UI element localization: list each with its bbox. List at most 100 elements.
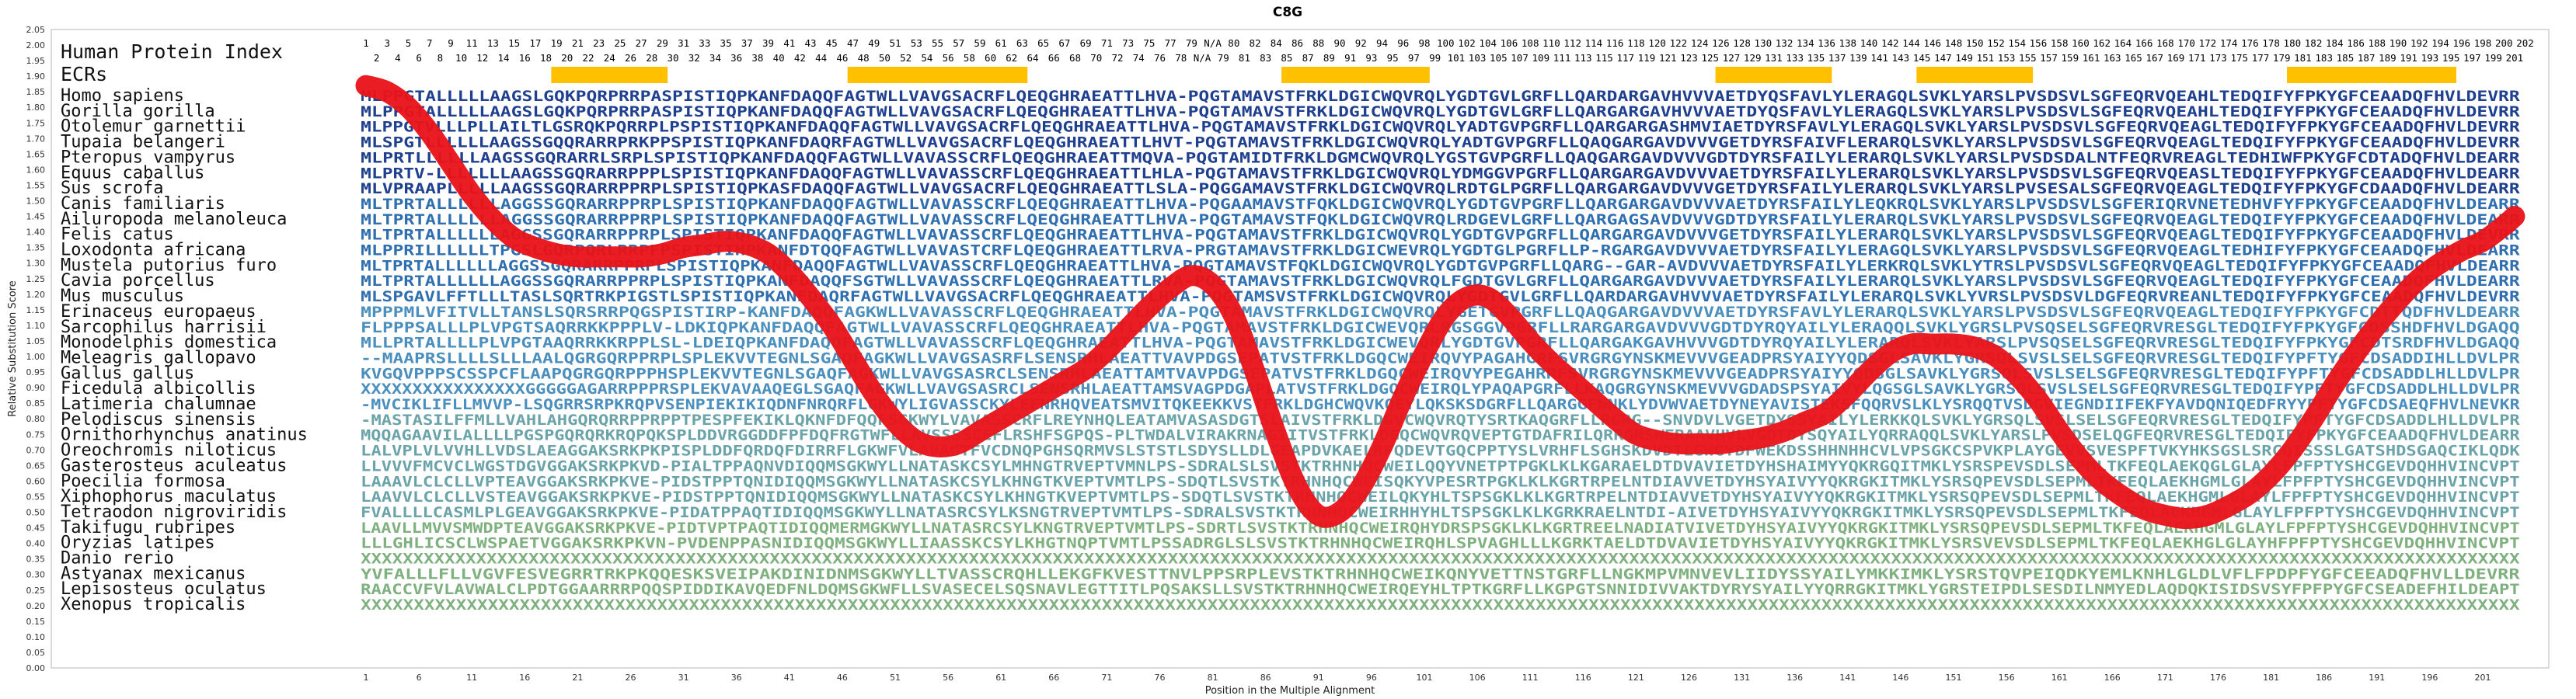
human-index-bottom: 20 [561,52,573,64]
species-name: Felis catus [61,225,174,245]
human-index-bottom: 60 [985,52,996,64]
human-index-bottom: 2 [374,52,380,64]
human-index-top: 65 [1037,37,1049,49]
human-index-bottom: 193 [2421,52,2439,64]
species-name: Oreochromis niloticus [61,441,277,461]
human-index-bottom: 135 [1807,52,1825,64]
ecr-bar [1916,67,2034,83]
human-index-top: 35 [720,37,732,49]
human-index-bottom: 95 [1387,52,1399,64]
human-index-bottom: 34 [709,52,721,64]
sequence-row: MLTPRTALLLLLLAGGSSGQRARRPPRPLSPISTIQPKAN… [361,257,2520,274]
ecr-bar [847,67,1028,83]
x-tick-label: 86 [1260,673,1271,683]
x-tick-label: 176 [2210,673,2226,683]
species-name: Takifugu rubripes [61,518,235,537]
human-index-top: 154 [2008,37,2026,49]
human-index-bottom: 54 [921,52,932,64]
human-index-bottom: 137 [1828,52,1846,64]
human-index-bottom: 199 [2484,52,2502,64]
human-index-bottom: 115 [1595,52,1613,64]
human-index-bottom: 101 [1448,52,1466,64]
human-index-bottom: 179 [2273,52,2291,64]
human-index-rows: 1 3 5 7 9 11 13 15 17 19 21 23 25 27 29 31 33 35 37 39 41 43 4… [363,37,2534,64]
human-index-bottom: 89 [1323,52,1335,64]
y-tick-label: 0.95 [26,367,46,377]
y-tick-label: 1.15 [26,305,46,315]
sequence-row: FVALLLLCASMLPLGEAVGGAKSRKPKVE-PIDATPPAQT… [361,504,2519,521]
species-name: Ornithorhynchus anatinus [61,426,308,445]
y-tick-label: 1.05 [26,336,46,346]
human-index-bottom: 139 [1849,52,1867,64]
human-index-top: 92 [1355,37,1367,49]
species-name: Xenopus tropicalis [61,595,246,614]
human-index-top: 152 [1987,37,2005,49]
species-name: Tetraodon nigroviridis [61,503,287,522]
human-index-bottom: 93 [1365,52,1377,64]
human-index-top: 104 [1479,37,1497,49]
human-index-bottom: 141 [1870,52,1888,64]
sequence-row: -MVCIKLIFLLMVVP-LSQGRRSRPKRQPVSENPIEKIKI… [361,396,2520,413]
y-axis-label: Relative Substitution Score [7,280,19,417]
sequence-row: MLPPGTVLLLPLLAILTLGSRQKPQRRPLPSPISTIQPKA… [361,119,2520,136]
sequence-row: LAAVLLMVVSMWDPTEAVGGAKSRKPKVE-PIDTVPTPAQ… [361,520,2519,537]
species-name: Oryzias latipes [61,534,215,553]
human-index-top: 158 [2051,37,2069,49]
sequence-row: XXXXXXXXXXXXXXXXXXXXXXXXXXXXXXXXXXXXXXXX… [361,551,2520,568]
human-index-top: 174 [2220,37,2238,49]
human-index-bottom: 79 [1218,52,1229,64]
human-index-bottom: 16 [519,52,531,64]
human-index-bottom: 42 [794,52,806,64]
human-index-top: 162 [2093,37,2111,49]
human-index-top: 25 [614,37,626,49]
human-index-bottom: 91 [1344,52,1356,64]
species-name: Sarcophilus harrisii [61,318,267,337]
y-tick-label: 0.45 [26,523,46,534]
x-tick-label: 76 [1155,673,1166,683]
y-tick-label: 1.65 [26,149,46,159]
human-index-bottom: 147 [1934,52,1952,64]
y-tick-label: 1.60 [26,165,46,175]
human-index-bottom: 78 [1175,52,1187,64]
species-name: Tupaia belangeri [61,133,225,152]
x-tick-label: 161 [2051,673,2068,683]
human-index-top: 67 [1058,37,1070,49]
human-index-bottom: 167 [2146,52,2163,64]
y-tick-label: 0.85 [26,398,46,409]
y-tick-label: 0.30 [26,570,46,580]
human-index-top: 80 [1228,37,1239,49]
species-name: Latimeria chalumnae [61,395,256,414]
y-tick-label: 0.40 [26,539,46,549]
human-index-bottom: 155 [2019,52,2037,64]
x-tick-label: 6 [417,673,422,683]
human-index-top: 144 [1902,37,1920,49]
sequence-row: MLPPGTALLLLLAAGSLGQKPQRPRRPASPISTIQPKANF… [361,103,2520,120]
human-index-bottom: 70 [1090,52,1102,64]
x-tick-label: 126 [1681,673,1697,683]
human-index-top: 9 [448,37,454,49]
human-index-bottom: 185 [2337,52,2355,64]
y-tick-label: 0.20 [26,601,46,611]
y-tick-label: 2.00 [26,40,46,50]
x-tick-label: 106 [1469,673,1486,683]
substitution-score-line [355,75,2525,529]
sequence-row: --MAAPRSLLLLSLLLAALQGRGQRPPRPLSPLEKVVTEG… [361,350,2520,367]
species-name: Meleagris gallopavo [61,348,256,367]
human-index-bottom: 161 [2083,52,2100,64]
y-tick-label: 1.55 [26,180,46,190]
species-name: Ailuropoda melanoleuca [61,210,287,229]
y-tick-label: 1.35 [26,243,46,253]
human-index-bottom: 48 [858,52,870,64]
y-tick-label: 0.35 [26,555,46,565]
human-index-bottom: 97 [1408,52,1420,64]
human-index-top: 134 [1797,37,1814,49]
human-index-top: 77 [1165,37,1176,49]
human-index-top: 79 [1186,37,1197,49]
human-index-top: 186 [2347,37,2365,49]
human-index-top: 23 [593,37,605,49]
sequence-row: LLVVVFMCVCLWGSTDGVGGAKSRKPKVD-PIALTPPAQN… [361,457,2519,475]
ecr-bar [1281,67,1430,83]
x-tick-label: 71 [1101,673,1112,683]
y-tick-label: 0.50 [26,508,46,518]
human-index-bottom: 12 [476,52,488,64]
